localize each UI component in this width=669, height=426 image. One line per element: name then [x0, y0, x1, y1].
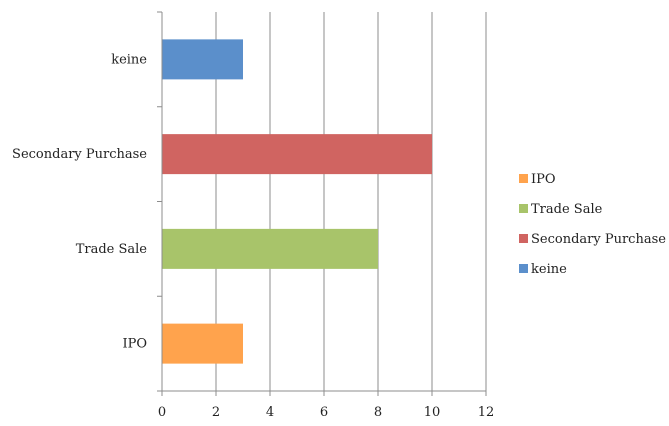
legend-label: Secondary Purchase [531, 232, 666, 247]
bar [162, 323, 243, 364]
legend-swatch [519, 204, 528, 213]
category-label: Trade Sale [76, 242, 148, 257]
x-tick-label: 4 [266, 405, 274, 420]
x-tick-label: 6 [320, 405, 328, 420]
bar [162, 228, 378, 269]
bar [162, 134, 432, 175]
legend-swatch [519, 234, 528, 243]
bars [162, 39, 432, 364]
legend-swatch [519, 174, 528, 183]
category-label: keine [111, 52, 147, 67]
gridlines [215, 12, 487, 391]
x-tick-label: 12 [478, 405, 495, 420]
x-tick-label: 2 [212, 405, 220, 420]
bar [162, 39, 243, 80]
category-label: Secondary Purchase [12, 147, 147, 162]
axes [157, 11, 487, 396]
legend-label: keine [531, 262, 567, 277]
category-label: IPO [122, 337, 147, 352]
x-tick-label: 0 [158, 405, 166, 420]
x-tick-label: 8 [374, 405, 382, 420]
legend-label: Trade Sale [531, 202, 603, 217]
labels: IPO Trade Sale Secondary Purchase keine 0 2 4 6… [12, 52, 494, 420]
legend: IPO Trade Sale Secondary Purchase keine [519, 172, 666, 277]
legend-swatch [519, 264, 528, 273]
legend-label: IPO [531, 172, 556, 187]
x-tick-label: 10 [424, 405, 441, 420]
